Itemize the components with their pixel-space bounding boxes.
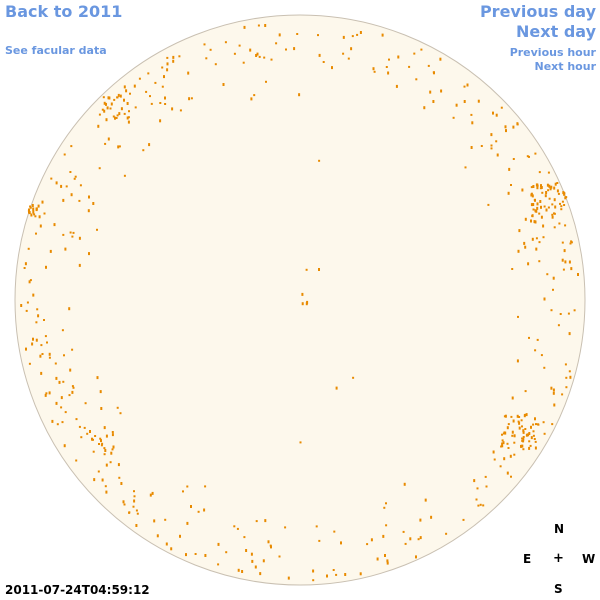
previous-day-link[interactable]: Previous day [479,2,596,21]
next-day-link[interactable]: Next day [516,22,596,41]
solar-disk [14,14,586,586]
observation-timestamp: 2011-07-24T04:59:12 [5,583,150,597]
next-hour-link[interactable]: Next hour [534,60,597,73]
compass-west: W [582,552,596,566]
compass-south: S [554,582,563,596]
compass-center: + [553,551,564,566]
compass-north: N [554,522,565,536]
compass-east: E [523,552,532,566]
facular-features [20,24,579,582]
see-facular-data-link[interactable]: See facular data [5,44,107,57]
previous-hour-link[interactable]: Previous hour [509,46,596,59]
back-to-year-link[interactable]: Back to 2011 [5,2,123,21]
nav-left: Back to 2011 See facular data [5,2,122,58]
nav-right: Previous day Next day Previous hour Next… [480,2,596,74]
